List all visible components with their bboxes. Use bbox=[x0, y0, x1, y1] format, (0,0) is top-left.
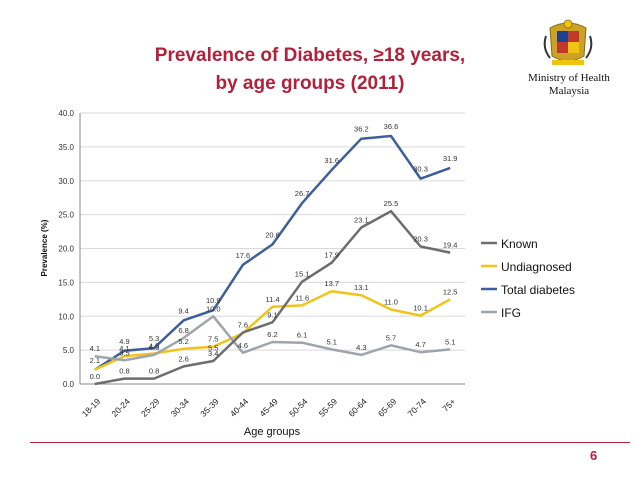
data-label: 31.9 bbox=[443, 154, 458, 163]
x-tick-label: 25-29 bbox=[139, 396, 162, 419]
series-line-ifg bbox=[94, 315, 451, 362]
x-tick-label: 65-69 bbox=[376, 396, 399, 419]
data-label: 17.6 bbox=[236, 251, 251, 260]
data-label: 3.5 bbox=[119, 348, 129, 357]
data-label: 2.1 bbox=[90, 356, 100, 365]
x-tick-label: 35-39 bbox=[198, 396, 221, 419]
series-line-known bbox=[94, 209, 451, 386]
x-tick-label: 50-54 bbox=[287, 396, 310, 419]
data-label: 4.7 bbox=[415, 340, 425, 349]
data-label: 0.0 bbox=[90, 372, 100, 381]
data-label: 9.1 bbox=[267, 310, 277, 319]
x-tick-label: 45-49 bbox=[257, 396, 280, 419]
data-label: 15.1 bbox=[295, 270, 310, 279]
data-label: 4.1 bbox=[119, 344, 129, 353]
x-tick-label: 30-34 bbox=[169, 396, 192, 419]
data-label: 20.6 bbox=[265, 230, 280, 239]
data-label: 5.7 bbox=[386, 333, 396, 342]
data-label: 17.9 bbox=[324, 251, 339, 260]
data-label: 10.0 bbox=[206, 304, 221, 313]
data-label: 10.1 bbox=[413, 304, 428, 313]
data-label: 5.1 bbox=[445, 337, 455, 346]
legend-label: IFG bbox=[501, 306, 521, 320]
legend-label: Total diabetes bbox=[501, 283, 575, 297]
coat-of-arms-icon bbox=[543, 19, 593, 65]
data-label: 6.2 bbox=[267, 330, 277, 339]
data-label: 5.2 bbox=[178, 337, 188, 346]
footer-divider bbox=[30, 442, 630, 443]
data-label: 0.8 bbox=[119, 367, 129, 376]
series-line-total-diabetes bbox=[94, 134, 451, 371]
data-label: 4.5 bbox=[149, 342, 159, 351]
data-label: 12.5 bbox=[443, 287, 458, 296]
x-tick-label: 60-64 bbox=[346, 396, 369, 419]
title-line-2: by age groups (2011) bbox=[215, 73, 405, 94]
data-label: 23.1 bbox=[354, 215, 369, 224]
data-label: 4.3 bbox=[356, 343, 366, 352]
title-line-1: Prevalence of Diabetes, ≥18 years, bbox=[154, 45, 466, 66]
y-tick-label: 30.0 bbox=[58, 177, 74, 186]
x-tick-label: 70-74 bbox=[406, 396, 429, 419]
data-label: 26.7 bbox=[295, 189, 310, 198]
ministry-line-2: Malaysia bbox=[548, 85, 590, 97]
data-label: 11.4 bbox=[265, 295, 279, 304]
data-label: 4.3 bbox=[149, 343, 159, 352]
data-label: 3.4 bbox=[208, 349, 218, 358]
y-tick-label: 20.0 bbox=[58, 245, 74, 254]
legend-label: Undiagnosed bbox=[501, 260, 572, 274]
data-label: 9.4 bbox=[178, 306, 188, 315]
data-label: 19.4 bbox=[443, 241, 458, 250]
data-label: 4.1 bbox=[90, 344, 100, 353]
y-tick-label: 25.0 bbox=[58, 211, 74, 220]
data-label: 4.6 bbox=[238, 341, 248, 350]
legend-label: Known bbox=[501, 237, 538, 251]
y-tick-label: 10.0 bbox=[58, 312, 74, 321]
data-label: 7.5 bbox=[208, 335, 218, 344]
data-label: 5.3 bbox=[149, 334, 159, 343]
y-axis-title: Prevalence (%) bbox=[40, 219, 49, 276]
data-label: 2.6 bbox=[178, 354, 188, 363]
slide-title: Prevalence of Diabetes, ≥18 years, by ag… bbox=[100, 42, 520, 98]
data-label: 36.6 bbox=[384, 122, 399, 131]
x-tick-label: 40-44 bbox=[228, 396, 251, 419]
y-tick-label: 0.0 bbox=[63, 380, 75, 389]
data-label: 25.5 bbox=[384, 199, 399, 208]
x-tick-label: 20-24 bbox=[109, 396, 132, 419]
ministry-name: Ministry of Health Malaysia bbox=[514, 72, 624, 98]
data-label: 6.8 bbox=[178, 326, 188, 335]
x-tick-label: 55-59 bbox=[317, 396, 340, 419]
ministry-line-1: Ministry of Health bbox=[528, 72, 610, 84]
x-tick-label: 75+ bbox=[440, 396, 457, 413]
data-label: 7.6 bbox=[238, 321, 248, 330]
data-label: 13.1 bbox=[354, 283, 369, 292]
data-label: 0.8 bbox=[149, 367, 159, 376]
x-axis-title: Age groups bbox=[244, 426, 301, 438]
data-label: 4.9 bbox=[119, 337, 129, 346]
y-tick-label: 35.0 bbox=[58, 143, 74, 152]
data-label: 20.3 bbox=[413, 234, 428, 243]
data-label: 31.6 bbox=[324, 156, 339, 165]
data-label: 5.5 bbox=[208, 344, 218, 353]
data-label: 11.6 bbox=[295, 293, 309, 302]
data-label: 5.1 bbox=[327, 337, 337, 346]
data-label: 30.3 bbox=[413, 165, 428, 174]
data-label: 10.9 bbox=[206, 296, 221, 305]
y-tick-label: 5.0 bbox=[63, 346, 75, 355]
x-tick-label: 18-19 bbox=[80, 396, 103, 419]
data-label: 11.0 bbox=[384, 297, 398, 306]
page-number: 6 bbox=[590, 448, 598, 463]
data-label: 36.2 bbox=[354, 125, 369, 134]
y-tick-label: 40.0 bbox=[58, 109, 74, 118]
data-label: 13.7 bbox=[324, 279, 339, 288]
y-tick-label: 15.0 bbox=[58, 278, 74, 287]
data-label: 6.1 bbox=[297, 331, 307, 340]
